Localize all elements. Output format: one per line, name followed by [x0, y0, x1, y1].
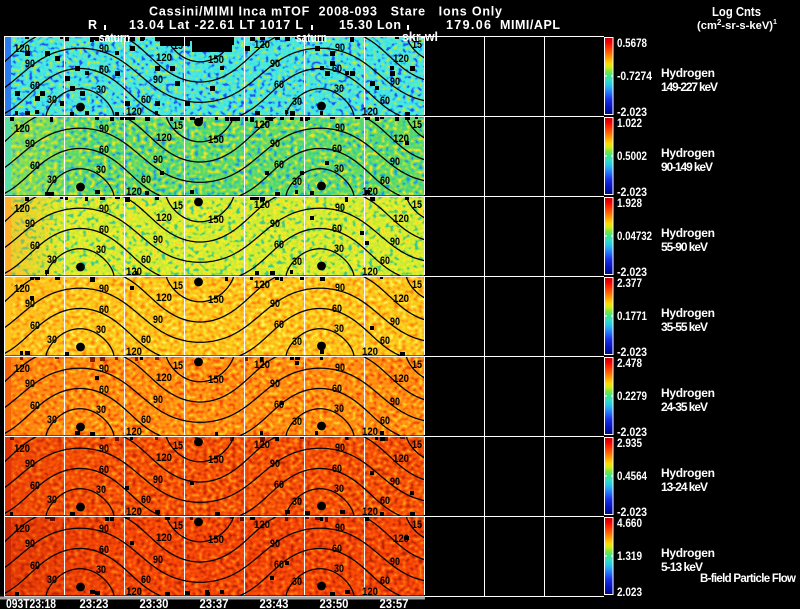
svg-text:saturn: saturn — [99, 31, 130, 45]
svg-text:2.478: 2.478 — [617, 358, 643, 370]
svg-text:55-90 keV: 55-90 keV — [661, 240, 708, 254]
svg-text:35-55 keV: 35-55 keV — [661, 320, 708, 334]
svg-text:0.2279: 0.2279 — [617, 391, 647, 403]
svg-text:1.928: 1.928 — [617, 198, 643, 210]
svg-text:-2.023: -2.023 — [617, 267, 647, 279]
svg-text:093T23:18: 093T23:18 — [6, 597, 56, 609]
svg-text:2.023: 2.023 — [617, 587, 642, 599]
svg-text:-2.023: -2.023 — [617, 107, 647, 119]
svg-text:Hydrogen: Hydrogen — [661, 466, 715, 480]
svg-text:0.5002: 0.5002 — [617, 151, 647, 163]
svg-text:2.935: 2.935 — [617, 438, 643, 450]
svg-text:1.319: 1.319 — [617, 551, 642, 563]
svg-text:0.04732: 0.04732 — [617, 231, 652, 243]
svg-text:Hydrogen: Hydrogen — [661, 66, 715, 80]
svg-text:Hydrogen: Hydrogen — [661, 306, 715, 320]
svg-text:skr-wl: skr-wl — [402, 30, 438, 44]
svg-text:-2.023: -2.023 — [617, 347, 647, 359]
svg-text:23:37: 23:37 — [200, 597, 229, 609]
svg-text:Hydrogen: Hydrogen — [661, 226, 715, 240]
svg-text:-2.023: -2.023 — [617, 187, 647, 199]
svg-text:179.06: 179.06 — [446, 18, 491, 32]
svg-text:149-227 keV: 149-227 keV — [661, 80, 718, 94]
svg-text:23:43: 23:43 — [260, 597, 289, 609]
svg-text:-0.7274: -0.7274 — [617, 71, 653, 83]
svg-text:0.1771: 0.1771 — [617, 311, 648, 323]
svg-text:23:50: 23:50 — [320, 597, 349, 609]
svg-text:4.660: 4.660 — [617, 518, 642, 530]
svg-text:Log Cnts: Log Cnts — [712, 5, 761, 19]
svg-text:(cm2-sr-s-keV)1: (cm2-sr-s-keV)1 — [697, 18, 777, 32]
svg-text:23:23: 23:23 — [80, 597, 109, 609]
svg-text:24-35 keV: 24-35 keV — [661, 400, 708, 414]
svg-text:Hydrogen: Hydrogen — [661, 146, 715, 160]
svg-text:0.5678: 0.5678 — [617, 38, 648, 50]
svg-text:5-13 keV: 5-13 keV — [661, 560, 703, 574]
svg-text:Cassini/MIMI Inca mTOF 2008-0: Cassini/MIMI Inca mTOF 2008-093 Stare Io… — [149, 5, 502, 19]
svg-text:-2.023: -2.023 — [617, 427, 647, 439]
svg-text:MIMI/APL: MIMI/APL — [500, 18, 560, 32]
svg-text:2.377: 2.377 — [617, 278, 642, 290]
svg-text:-2.023: -2.023 — [617, 507, 647, 519]
svg-text:90-149 keV: 90-149 keV — [661, 160, 713, 174]
svg-text:Hydrogen: Hydrogen — [661, 386, 715, 400]
svg-text:Hydrogen: Hydrogen — [661, 546, 715, 560]
svg-text:13-24 keV: 13-24 keV — [661, 480, 708, 494]
svg-text:0.4564: 0.4564 — [617, 471, 648, 483]
svg-text:23:30: 23:30 — [140, 597, 169, 609]
svg-text:13.04 Lat -22.61 LT 1017 L: 13.04 Lat -22.61 LT 1017 L — [129, 18, 303, 32]
svg-text:R: R — [88, 18, 97, 32]
svg-text:B-field Particle Flow: B-field Particle Flow — [700, 573, 796, 585]
svg-text:23:57: 23:57 — [380, 597, 409, 609]
svg-text:1.022: 1.022 — [617, 118, 642, 130]
svg-text:15.30 Lon: 15.30 Lon — [339, 18, 401, 32]
svg-text:saturn: saturn — [296, 31, 327, 45]
